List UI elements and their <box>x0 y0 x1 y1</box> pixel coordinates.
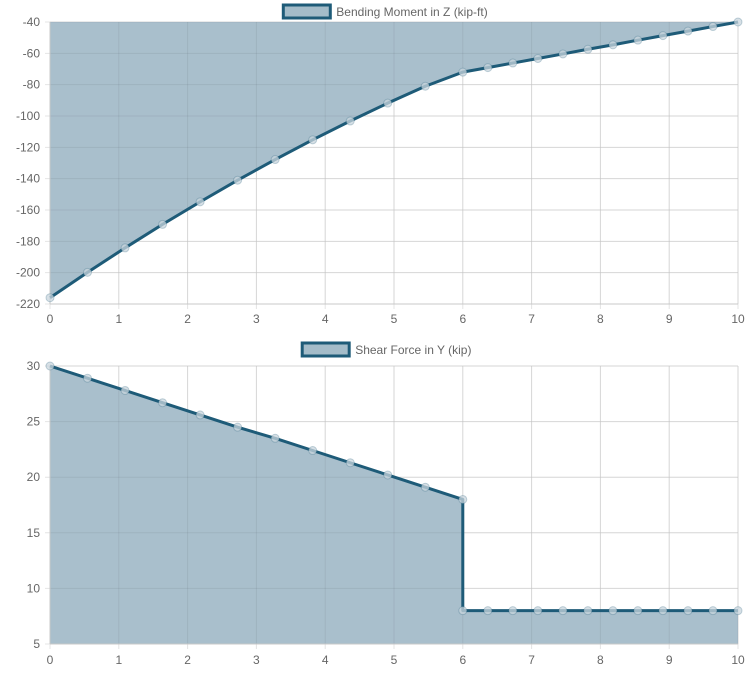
x-tick-label: 8 <box>597 653 604 667</box>
data-point <box>120 243 130 253</box>
x-tick-label: 1 <box>115 653 122 667</box>
data-point <box>345 458 355 468</box>
series-line <box>49 364 738 613</box>
x-tick-label: 9 <box>666 312 673 326</box>
y-tick-label: -140 <box>16 172 40 186</box>
x-tick-label: 10 <box>731 653 745 667</box>
data-point <box>420 482 430 492</box>
data-point <box>120 385 130 395</box>
y-tick-label: -40 <box>23 15 41 29</box>
data-point <box>233 422 243 432</box>
series-area-fill <box>50 22 738 298</box>
data-point <box>683 26 693 36</box>
data-point <box>45 293 55 303</box>
data-point <box>658 606 668 616</box>
y-tick-label: 30 <box>27 359 41 373</box>
data-point <box>708 22 718 32</box>
legend-label: Shear Force in Y (kip) <box>355 343 471 357</box>
x-tick-label: 4 <box>322 312 329 326</box>
y-tick-label: -220 <box>16 297 40 311</box>
data-point <box>508 606 518 616</box>
y-tick-label: 5 <box>33 637 40 651</box>
data-point <box>583 44 593 54</box>
chart-2: 5 10 15 20 25 30 0 1 2 3 4 5 6 7 8 9 10 Shear Force in Y … <box>27 341 745 667</box>
y-tick-label: -120 <box>16 140 40 154</box>
y-tick-label: 25 <box>27 415 41 429</box>
data-point <box>233 175 243 185</box>
chart-1: -220 -200 -180 -160 -140 -120 -100 -80 -60 -40 0 1 2… <box>16 3 745 326</box>
data-point <box>508 58 518 68</box>
y-tick-label: -200 <box>16 266 40 280</box>
data-point <box>683 606 693 616</box>
data-point <box>533 606 543 616</box>
x-tick-label: 3 <box>253 653 260 667</box>
data-point <box>608 606 618 616</box>
data-point <box>733 17 743 27</box>
data-point <box>708 606 718 616</box>
data-point <box>558 606 568 616</box>
data-point <box>195 410 205 420</box>
x-tick-label: 7 <box>528 312 535 326</box>
legend-swatch <box>281 3 332 20</box>
x-tick-label: 0 <box>47 312 54 326</box>
data-point <box>633 606 643 616</box>
y-tick-label: 10 <box>27 581 41 595</box>
series-area-fill <box>50 366 738 644</box>
y-tick-label: 15 <box>27 526 41 540</box>
data-point <box>558 49 568 59</box>
data-point <box>533 54 543 64</box>
data-point <box>458 606 468 616</box>
data-point <box>583 606 593 616</box>
data-point <box>158 219 168 229</box>
x-tick-label: 5 <box>391 312 398 326</box>
data-point <box>458 67 468 77</box>
x-tick-label: 5 <box>391 653 398 667</box>
data-point <box>733 606 743 616</box>
y-tick-label: -180 <box>16 234 40 248</box>
y-tick-label: -160 <box>16 203 40 217</box>
data-point <box>383 470 393 480</box>
x-tick-label: 10 <box>731 312 745 326</box>
x-tick-label: 1 <box>115 312 122 326</box>
data-point <box>483 606 493 616</box>
data-point <box>82 373 92 383</box>
data-point <box>420 81 430 91</box>
data-point <box>658 31 668 41</box>
y-tick-label: -60 <box>23 46 41 60</box>
x-tick-label: 6 <box>459 312 466 326</box>
data-point <box>308 135 318 145</box>
y-tick-label: 20 <box>27 470 41 484</box>
data-point <box>345 116 355 126</box>
data-point <box>608 40 618 50</box>
x-tick-label: 2 <box>184 312 191 326</box>
data-point <box>308 446 318 456</box>
x-tick-label: 9 <box>666 653 673 667</box>
data-point <box>158 398 168 408</box>
x-tick-label: 7 <box>528 653 535 667</box>
x-tick-label: 2 <box>184 653 191 667</box>
x-tick-label: 6 <box>459 653 466 667</box>
data-point <box>45 361 55 371</box>
x-tick-label: 4 <box>322 653 329 667</box>
data-point <box>82 267 92 277</box>
x-tick-label: 8 <box>597 312 604 326</box>
legend-swatch <box>300 341 351 358</box>
data-point <box>195 197 205 207</box>
data-point <box>633 35 643 45</box>
x-tick-label: 3 <box>253 312 260 326</box>
data-point <box>383 98 393 108</box>
y-tick-label: -80 <box>23 78 41 92</box>
y-tick-label: -100 <box>16 109 40 123</box>
legend-label: Bending Moment in Z (kip-ft) <box>336 5 487 19</box>
data-point <box>458 494 468 504</box>
data-point <box>483 63 493 73</box>
x-tick-label: 0 <box>47 653 54 667</box>
data-point <box>270 155 280 165</box>
data-point <box>270 433 280 443</box>
